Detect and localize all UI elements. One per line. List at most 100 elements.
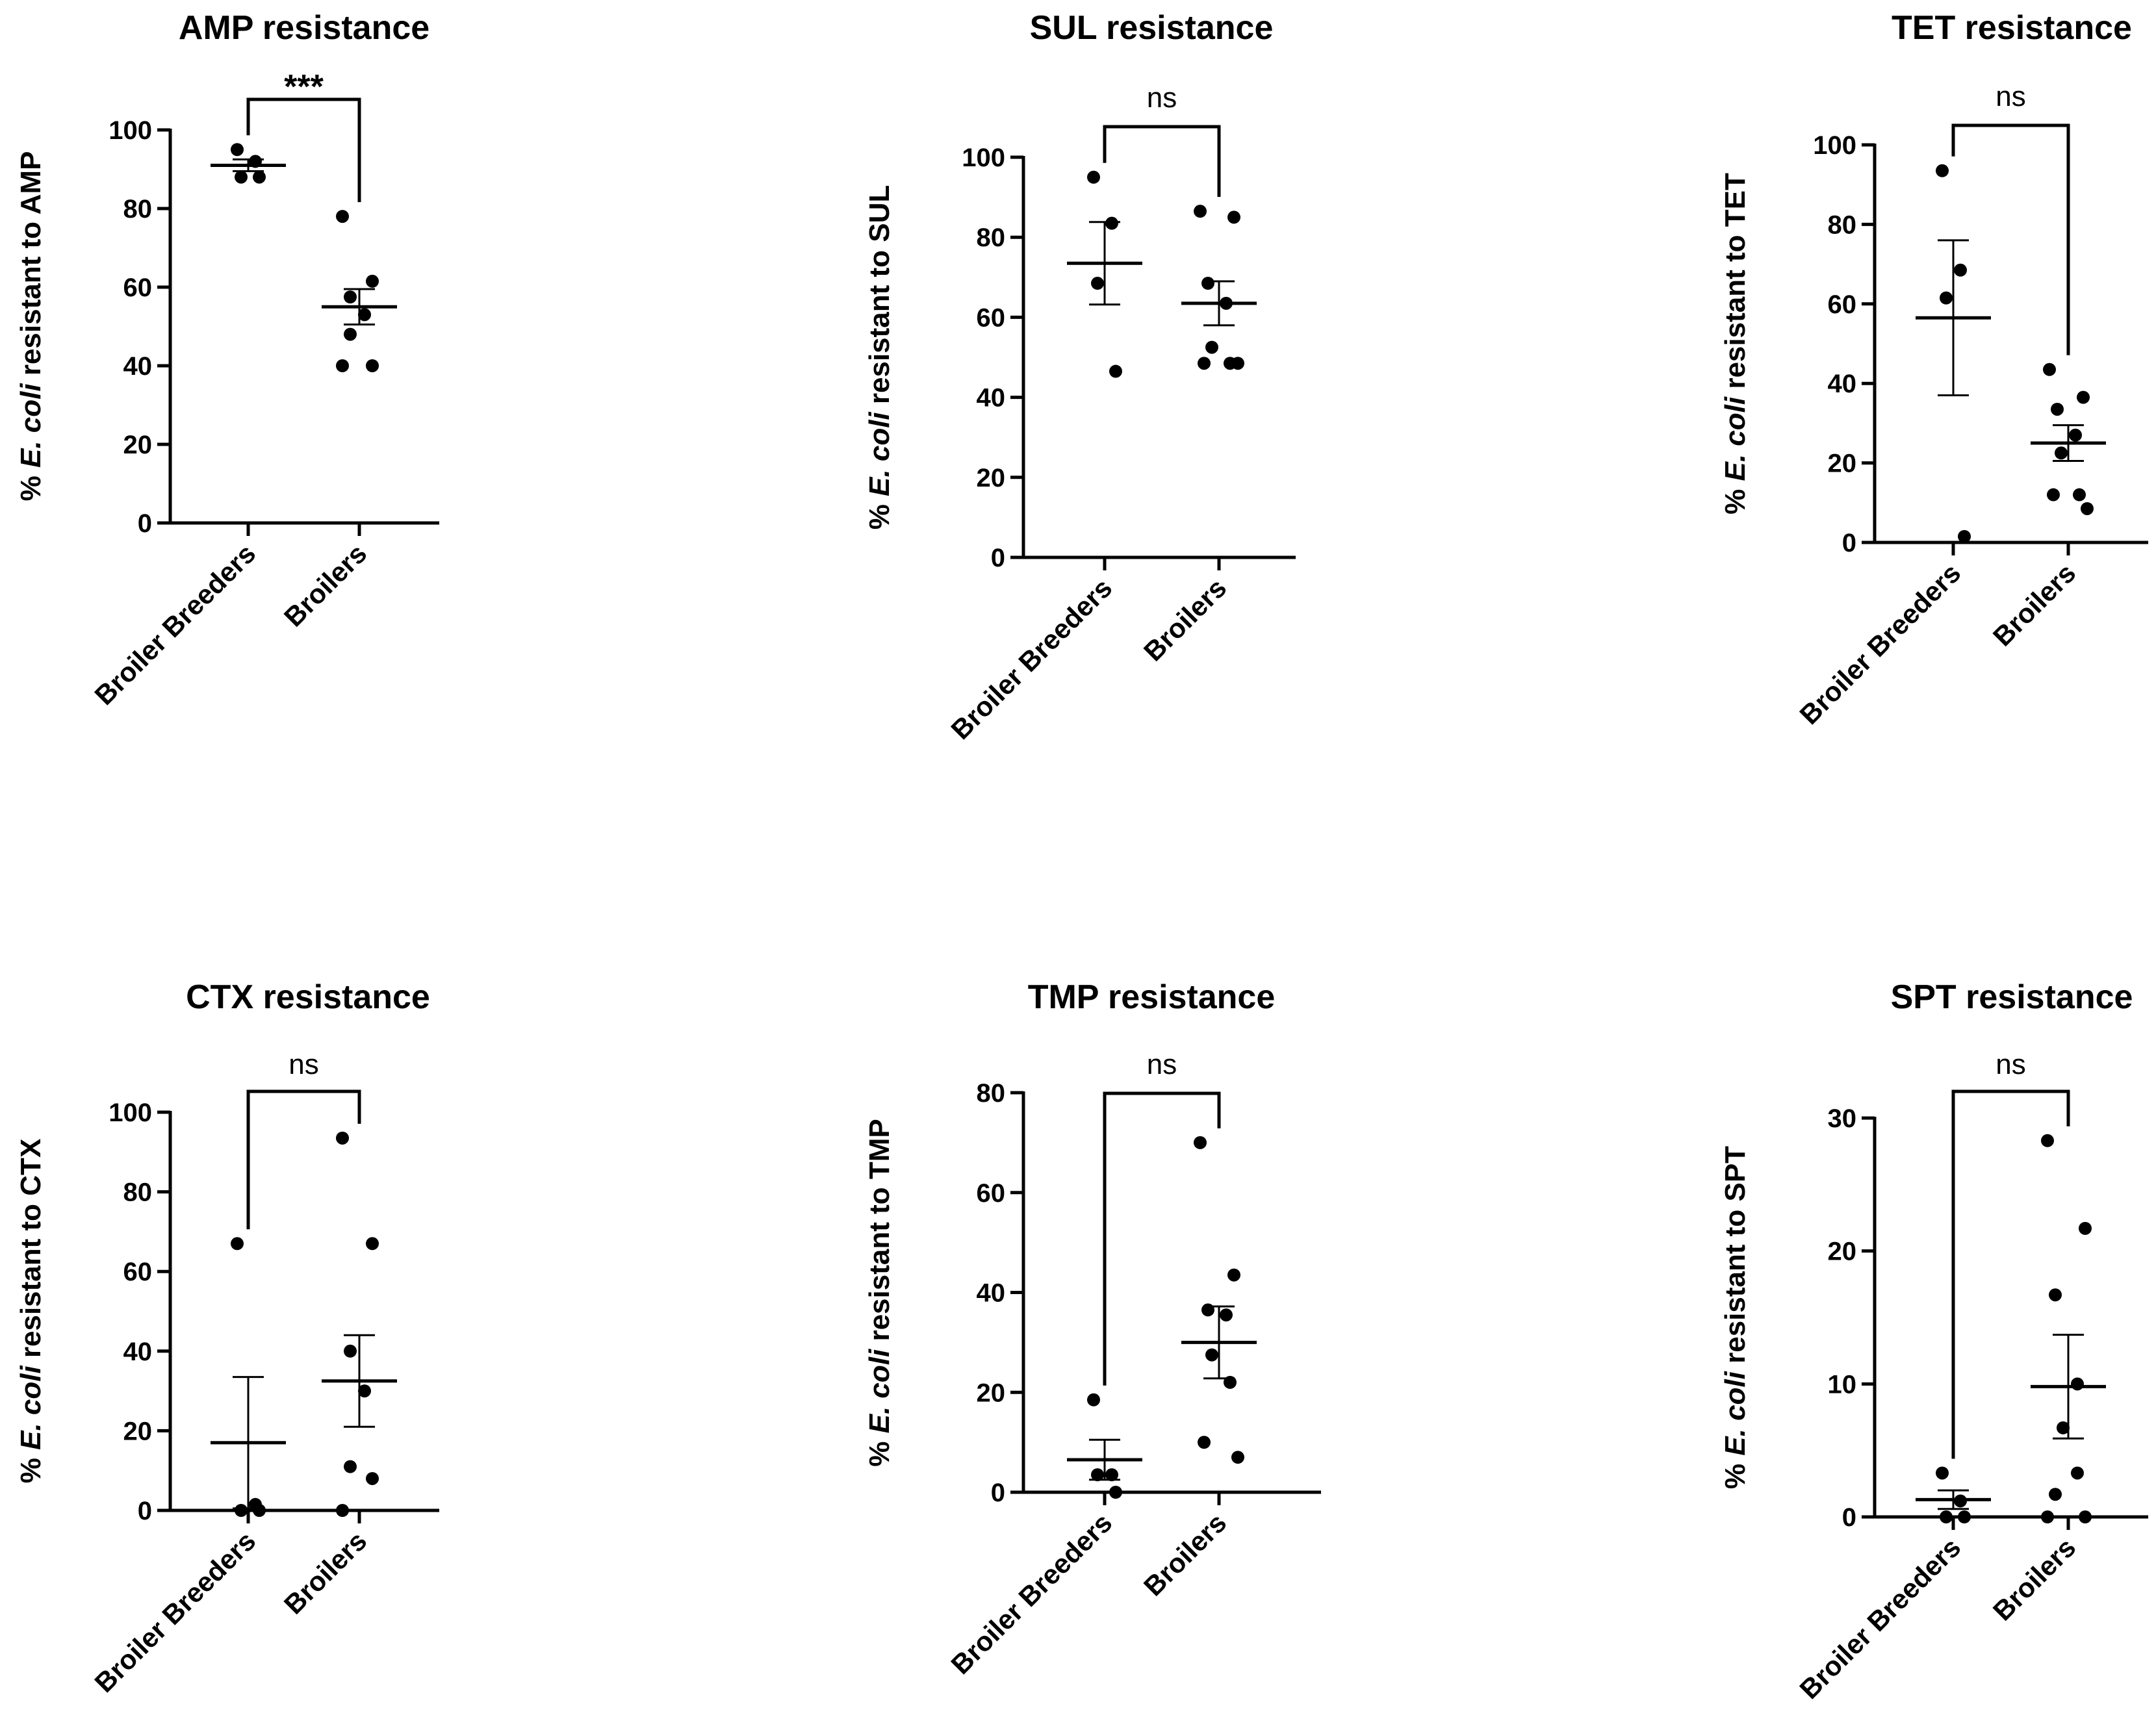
y-axis-label-prefix: % [15, 1450, 47, 1483]
data-point [253, 1504, 266, 1517]
y-axis-label: % E. coli resistant to CTX [15, 1139, 47, 1484]
data-point [2079, 1221, 2092, 1235]
data-point [366, 1471, 379, 1485]
data-point [1220, 1308, 1233, 1322]
data-point [2049, 1488, 2062, 1501]
x-tick-label: Broilers [1138, 1507, 1232, 1601]
significance-bracket [1951, 123, 2070, 355]
y-tick-label: 80 [977, 1079, 1006, 1108]
y-tick-label: 0 [991, 1479, 1005, 1507]
data-point [2055, 446, 2068, 460]
data-point [1198, 1436, 1211, 1449]
y-tick-label: 80 [1828, 210, 1857, 239]
significance-bracket [246, 97, 361, 203]
chart-panel-6: SPT resistance% E. coli resistant to SPT… [1719, 978, 2148, 1705]
data-point [1091, 1468, 1104, 1482]
data-point [2079, 1510, 2092, 1523]
y-tick-label: 40 [977, 384, 1006, 413]
data-point [1231, 1451, 1244, 1464]
significance-bracket [1951, 1089, 2070, 1459]
y-tick-label: 100 [962, 144, 1005, 172]
y-axis-label-italic: E. coli [864, 412, 895, 496]
y-tick-label: 60 [977, 1179, 1006, 1208]
x-tick-label: Broiler Breeders [88, 1525, 261, 1698]
data-point [1105, 1468, 1118, 1482]
data-point [1936, 164, 1949, 177]
y-tick-label: 20 [1828, 1238, 1857, 1266]
data-point [344, 1344, 357, 1358]
significance-label: ns [1996, 1049, 2025, 1080]
data-point [366, 274, 379, 288]
x-tick-label: Broilers [1987, 557, 2081, 652]
data-point [344, 327, 357, 341]
y-tick-label: 0 [138, 1497, 152, 1525]
y-tick-label: 40 [123, 1338, 153, 1366]
data-point [2071, 1377, 2084, 1391]
x-tick-label: Broilers [1138, 572, 1232, 667]
y-tick-label: 40 [123, 352, 153, 381]
data-point [1194, 1136, 1207, 1149]
data-point [1109, 1486, 1122, 1499]
y-axis-label-italic: E. coli [15, 1366, 47, 1450]
chart-title: TMP resistance [1028, 978, 1276, 1016]
y-axis-label-italic: E. coli [1719, 1371, 1751, 1455]
y-tick-label: 80 [977, 223, 1006, 252]
chart-panel-3: TET resistance% E. coli resistant to TET… [1719, 9, 2148, 730]
chart-title: CTX resistance [186, 978, 430, 1016]
data-point [1201, 1303, 1214, 1317]
data-point [1940, 1510, 1953, 1523]
x-tick-label: Broiler Breeders [1793, 557, 1966, 730]
y-axis-label-suffix: resistant to SPT [1719, 1146, 1751, 1371]
y-tick-label: 10 [1828, 1370, 1857, 1399]
chart-title: TET resistance [1892, 9, 2132, 47]
significance-label: *** [284, 68, 324, 106]
y-tick-label: 0 [991, 544, 1005, 572]
data-point [358, 1384, 371, 1398]
data-point [336, 210, 349, 223]
data-point [1105, 216, 1118, 230]
significance-bracket [1103, 1091, 1221, 1386]
chart-panel-5: TMP resistance% E. coli resistant to TMP… [864, 978, 1321, 1680]
y-tick-label: 60 [123, 1258, 153, 1286]
data-point [1936, 1466, 1949, 1480]
x-tick-label: Broilers [1987, 1532, 2081, 1626]
data-point [231, 1237, 244, 1251]
data-point [336, 1131, 349, 1145]
data-point [2049, 1288, 2062, 1302]
significance-bracket [1103, 125, 1221, 197]
data-point [366, 359, 379, 372]
data-point [1205, 1348, 1218, 1362]
data-point [231, 143, 244, 157]
data-point [2073, 488, 2086, 502]
data-point [2071, 1466, 2084, 1480]
data-point [1954, 263, 1967, 277]
data-point [1940, 291, 1953, 305]
data-point [1087, 170, 1100, 184]
significance-label: ns [1147, 1049, 1177, 1080]
significance-label: ns [289, 1049, 318, 1080]
significance-bracket [246, 1089, 361, 1230]
significance-label: ns [1996, 81, 2025, 112]
y-axis-label-suffix: resistant to CTX [15, 1139, 47, 1366]
y-tick-label: 100 [109, 1099, 152, 1127]
data-point [1958, 529, 1971, 543]
x-tick-label: Broiler Breeders [1793, 1532, 1966, 1705]
data-point [1091, 277, 1104, 290]
y-tick-label: 20 [123, 1417, 153, 1445]
data-point [344, 1460, 357, 1473]
chart-panel-4: CTX resistance% E. coli resistant to CTX… [15, 978, 439, 1698]
data-point [1194, 205, 1207, 218]
x-tick-label: Broilers [278, 538, 372, 632]
y-tick-label: 20 [977, 1379, 1006, 1407]
y-tick-label: 20 [1828, 450, 1857, 478]
data-point [1198, 357, 1211, 370]
data-point [366, 1237, 379, 1251]
data-point [358, 308, 371, 322]
data-point [2041, 1134, 2054, 1147]
y-axis-label-suffix: resistant to TET [1719, 173, 1751, 397]
y-tick-label: 0 [1842, 529, 1856, 557]
x-tick-label: Broiler Breeders [945, 572, 1118, 745]
y-tick-label: 40 [977, 1279, 1006, 1308]
y-axis-label: % E. coli resistant to AMP [15, 151, 47, 502]
chart-title: AMP resistance [179, 9, 430, 47]
